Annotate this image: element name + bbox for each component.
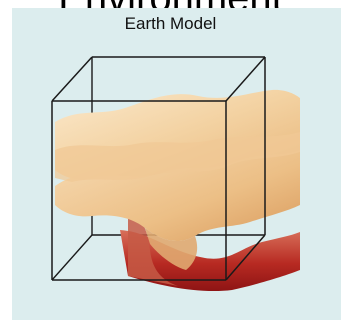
upper-layer — [55, 89, 300, 182]
middle-layer-fold — [145, 228, 198, 270]
middle-layer-surface — [55, 145, 300, 242]
back-side-edge — [51, 234, 93, 281]
upper-layer-shading — [55, 132, 300, 182]
top-left-edge — [51, 56, 93, 102]
cube-front-edges — [51, 56, 266, 281]
top-right-edge — [225, 56, 266, 102]
figure-title: Earth Model — [124, 14, 217, 33]
bottom-right-edge — [225, 234, 266, 281]
deep-layer-wall — [128, 206, 178, 286]
middle-layer — [55, 145, 300, 270]
